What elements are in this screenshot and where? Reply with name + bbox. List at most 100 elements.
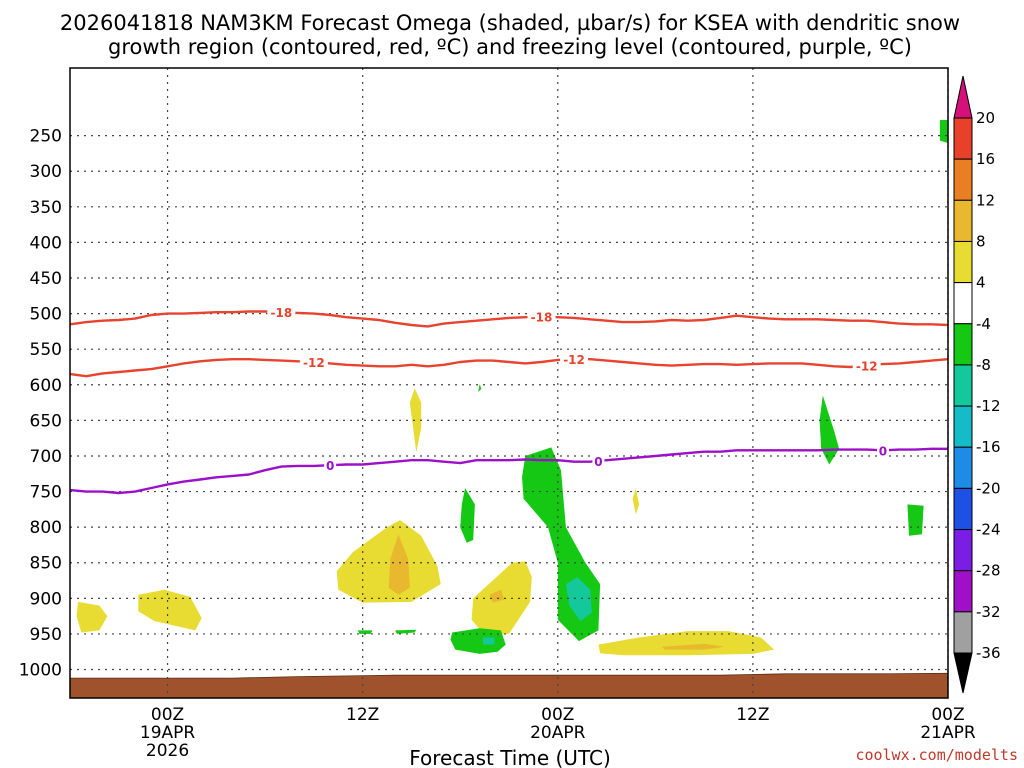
contour-label: -18	[531, 310, 553, 324]
y-tick-label: 250	[30, 127, 62, 147]
contour-label-bg	[876, 443, 889, 458]
omega-region-20	[357, 630, 373, 634]
contour-label: 0	[594, 455, 602, 469]
y-tick-label: 800	[30, 518, 62, 538]
y-tick-label: 600	[30, 376, 62, 396]
omega-region-14	[489, 589, 505, 603]
y-tick-label: 700	[30, 447, 62, 467]
x-tick-label: 12Z	[736, 705, 769, 725]
y-tick-label: 500	[30, 305, 62, 325]
omega-region-19	[483, 637, 495, 645]
temperature-contours: -18 -18 -12 -12 -12 0 0 0	[70, 305, 948, 495]
colorbar-swatch	[953, 405, 973, 448]
contour-label: -12	[303, 356, 325, 370]
contour-label-bg	[560, 352, 589, 367]
omega-region-22	[661, 643, 726, 650]
colorbar-tick-label: -24	[976, 521, 1001, 539]
colorbar-tick-label: -20	[976, 479, 1001, 497]
y-tick-label: 450	[30, 269, 62, 289]
contour-label: 0	[326, 459, 334, 473]
colorbar-swatch	[953, 199, 973, 242]
colorbar-swatch	[953, 117, 973, 160]
contour-label-bg	[324, 458, 337, 473]
y-tick-label: 950	[30, 625, 62, 645]
colorbar-tick-label: -12	[976, 397, 1001, 415]
y-tick-label: 400	[30, 233, 62, 253]
contour-line	[70, 358, 948, 378]
colorbar-swatch	[953, 323, 973, 366]
omega-region-11	[336, 520, 441, 603]
colorbar-tick-label: 20	[976, 109, 995, 127]
colorbar-swatch	[953, 158, 973, 201]
chart-title-line-1: 2026041818 NAM3KM Forecast Omega (shaded…	[60, 11, 960, 35]
ground-polygon	[70, 672, 948, 698]
omega-region-6	[460, 488, 475, 543]
x-tick-label: 00Z	[931, 705, 964, 725]
colorbar-swatch	[953, 240, 973, 284]
contour-label: -12	[856, 360, 878, 374]
contour-line	[70, 310, 948, 328]
contour-label-bg	[592, 453, 605, 468]
y-tick-label: 300	[30, 162, 62, 182]
colorbar-tick-label: -4	[976, 315, 991, 333]
y-tick-label: 1000	[19, 661, 62, 681]
colorbar-tick-label: -16	[976, 438, 1001, 456]
contour-label: -12	[563, 353, 585, 367]
colorbar-top-arrow	[953, 75, 973, 119]
y-tick-label: 850	[30, 554, 62, 574]
colorbar-tick-label: -8	[976, 356, 991, 374]
contour-label: -18	[271, 306, 293, 320]
x-tick-label: 21APR	[920, 723, 976, 743]
contour-label-bg	[267, 305, 296, 320]
omega-region-16	[138, 589, 202, 631]
omega-region-3	[478, 384, 482, 392]
colorbar-tick-label: 8	[976, 232, 986, 250]
omega-region-17	[395, 629, 417, 634]
omega-region-15	[76, 601, 108, 633]
colorbar-swatch	[953, 364, 973, 407]
y-axis-tick-labels: 250 300 350 400 450 500 550 600 650 700 750 800 850 9…	[19, 127, 62, 681]
contour-label-bg	[299, 355, 328, 369]
colorbar-bottom-arrow	[953, 652, 973, 694]
omega-region-12	[388, 534, 410, 595]
y-tick-label: 650	[30, 411, 62, 431]
omega-shading	[76, 120, 1024, 656]
omega-colorbar: 20 16 12 8 4 -4 -8 -12 -16 -20 -24 -28 -32 -36	[953, 75, 1001, 694]
omega-region-2	[409, 388, 422, 453]
omega-region-18	[450, 628, 506, 654]
colorbar-swatch	[953, 529, 973, 572]
contour-label: 0	[879, 444, 887, 458]
y-tick-label: 750	[30, 483, 62, 503]
colorbar-swatch	[953, 446, 973, 489]
y-tick-label: 350	[30, 198, 62, 218]
colorbar-tick-label: -32	[976, 603, 1001, 621]
x-tick-label: 2026	[146, 741, 189, 761]
omega-region-10	[565, 577, 592, 622]
x-gridlines	[166, 68, 949, 698]
x-axis-label: Forecast Time (UTC)	[409, 746, 611, 768]
omega-region-23	[998, 596, 1024, 654]
colorbar-swatch	[953, 611, 973, 654]
colorbar-tick-label: -36	[976, 644, 1001, 662]
x-tick-label: 00Z	[541, 705, 574, 725]
y-tick-label: 900	[30, 589, 62, 609]
omega-region-7	[907, 504, 924, 536]
colorbar-tick-label: -28	[976, 562, 1001, 580]
contour-label-bg	[527, 309, 556, 324]
x-tick-label: 20APR	[530, 723, 586, 743]
omega-region-5	[632, 488, 640, 515]
colorbar-tick-label: 12	[976, 191, 995, 209]
plot-frame	[69, 67, 949, 699]
contour-label-bg	[852, 358, 881, 373]
x-tick-label: 19APR	[140, 723, 196, 743]
colorbar-tick-label: 16	[976, 150, 995, 168]
omega-region-0	[939, 120, 948, 143]
colorbar-swatch	[953, 570, 973, 613]
y-tick-label: 550	[30, 340, 62, 360]
omega-region-4	[819, 395, 840, 465]
omega-region-21	[598, 631, 774, 656]
x-tick-label: 12Z	[346, 705, 379, 725]
chart-title-line-2: growth region (contoured, red, ºC) and f…	[108, 35, 912, 59]
